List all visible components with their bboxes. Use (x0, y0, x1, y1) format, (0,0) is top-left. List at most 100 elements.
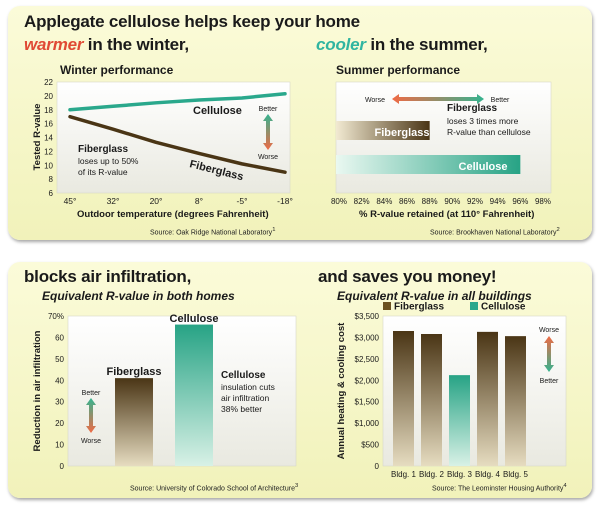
cost-source: Source: The Leominster Housing Authority… (432, 483, 567, 492)
summer-xtick-label: 86% (399, 197, 415, 206)
summer-annotation-line1: loses 3 times more (447, 116, 519, 126)
winter-annotation-line2: of its R-value (78, 167, 128, 177)
winter-ytick-label: 14 (44, 134, 53, 143)
summer-indicator-better: Better (491, 97, 510, 104)
summer-source: Source: Brookhaven National Laboratory2 (430, 227, 560, 236)
winter-label-cellulose: Cellulose (193, 105, 242, 117)
winter-footnote: 1 (272, 227, 276, 233)
winter-indicator-worse: Worse (258, 154, 278, 161)
cost-yaxis-label: Annual heating & cooling cost (336, 322, 347, 460)
infiltration-annotation-line3: 38% better (221, 404, 262, 414)
winter-ytick-label: 10 (44, 161, 53, 170)
cost-bar-1 (393, 331, 414, 466)
infiltration-indicator-arrow (86, 398, 96, 433)
summer-annotation-line2: R-value than cellulose (447, 127, 531, 137)
summer-xtick-label: 84% (376, 197, 392, 206)
winter-ytick-label: 16 (44, 120, 53, 129)
cooler-word: cooler (316, 35, 366, 54)
summer-annotation-title: Fiberglass (447, 103, 497, 114)
summer-chart-title: Summer performance (336, 63, 461, 77)
cost-indicator-worse: Worse (539, 327, 559, 334)
cost-ytick-label: $500 (361, 441, 379, 450)
winter-chart-title: Winter performance (60, 63, 174, 77)
headline-main: Applegate cellulose helps keep your home (24, 12, 360, 31)
cost-ytick-label: $3,000 (355, 333, 380, 342)
summer-bar-label-fiberglass: Fiberglass (374, 127, 429, 139)
infiltration-ytick-label: 10 (55, 441, 64, 450)
infiltration-footnote: 3 (294, 483, 299, 489)
cooler-rest: in the summer, (365, 35, 488, 54)
winter-series-fiberglass (68, 114, 287, 174)
summer-bar-label-cellulose: Cellulose (459, 161, 508, 173)
cost-ytick-label: 0 (375, 462, 380, 471)
winter-indicator-better: Better (259, 106, 278, 113)
cost-xtick-label: Bldg. 3 (447, 470, 472, 479)
infiltration-ytick-label: 0 (60, 462, 65, 471)
infiltration-bar-cellulose (175, 324, 213, 466)
infiltration-source-text: Source: University of Colorado School of… (130, 485, 295, 493)
winter-ytick-label: 6 (49, 189, 54, 198)
cost-bar-3 (449, 375, 470, 466)
infiltration-bar-fiberglass (115, 378, 153, 466)
infiltration-indicator-worse: Worse (81, 438, 101, 445)
winter-annotation-title: Fiberglass (78, 144, 128, 155)
infiltration-ytick-label: 20 (55, 419, 64, 428)
infiltration-bar-label-cellulose: Cellulose (170, 313, 219, 325)
summer-bar-cellulose (336, 155, 521, 174)
summer-xtick-label: 92% (467, 197, 483, 206)
infiltration-ytick-label: 30 (55, 398, 64, 407)
cost-legend-swatch-fiberglass (383, 302, 391, 310)
summer-xaxis-label: % R-value retained (at 110° Fahrenheit) (359, 209, 534, 220)
winter-source-text: Source: Oak Ridge National Laboratory (150, 229, 273, 237)
winter-xtick-label: 20° (150, 196, 163, 206)
winter-ytick-label: 12 (44, 147, 53, 156)
cost-legend-label-fiberglass: Fiberglass (394, 302, 444, 313)
infiltration-ytick-label: 50 (55, 355, 64, 364)
winter-xtick-label: 32° (107, 196, 120, 206)
cost-legend-label-cellulose: Cellulose (481, 302, 526, 313)
cost-bar-5 (505, 336, 526, 466)
summer-xtick-label: 94% (490, 197, 506, 206)
summer-xtick-label: 98% (535, 197, 551, 206)
winter-series-cellulose (68, 92, 287, 112)
infiltration-annotation-title: Cellulose (221, 370, 266, 381)
summer-xtick-label: 90% (444, 197, 460, 206)
cost-ytick-label: $2,000 (355, 376, 380, 385)
summer-source-text: Source: Brookhaven National Laboratory (430, 229, 557, 237)
cost-xtick-label: Bldg. 2 (419, 470, 444, 479)
infiltration-ytick-label: 40 (55, 376, 64, 385)
cost-ytick-label: $2,500 (355, 355, 380, 364)
warmer-word: warmer (24, 35, 84, 54)
subhead-savings: Equivalent R-value in all buildings (337, 289, 532, 303)
cost-xtick-label: Bldg. 5 (503, 470, 528, 479)
winter-ytick-label: 20 (44, 92, 53, 101)
winter-yaxis-label: Tested R-value (32, 104, 43, 171)
winter-xtick-label: 8° (195, 196, 203, 206)
infiltration-bar-label-fiberglass: Fiberglass (106, 366, 161, 378)
headline-savings: and saves you money! (318, 267, 497, 286)
cost-source-text: Source: The Leominster Housing Authority (432, 485, 564, 493)
cost-ytick-label: $1,500 (355, 398, 380, 407)
winter-xtick-label: -5° (237, 196, 248, 206)
headline-warmer: warmer in the winter, (24, 35, 189, 55)
summer-indicator-worse: Worse (365, 97, 385, 104)
summer-xtick-label: 96% (512, 197, 528, 206)
infiltration-annotation-line1: insulation cuts (221, 382, 275, 392)
summer-xtick-label: 80% (331, 197, 347, 206)
winter-xtick-label: 45° (64, 196, 77, 206)
winter-xtick-label: -18° (277, 196, 293, 206)
winter-xaxis-label: Outdoor temperature (degrees Fahrenheit) (77, 209, 269, 220)
winter-ytick-label: 18 (44, 106, 53, 115)
winter-indicator-arrow (263, 114, 273, 150)
headline-infiltration: blocks air infiltration, (24, 267, 192, 286)
cost-footnote: 4 (563, 483, 567, 489)
cost-bar-2 (421, 334, 442, 466)
cost-bar-4 (477, 331, 498, 466)
infiltration-ytick-label: 70% (48, 312, 64, 321)
infiltration-ytick-label: 60 (55, 333, 64, 342)
summer-xtick-label: 82% (354, 197, 370, 206)
winter-ytick-label: 8 (49, 175, 54, 184)
cost-ytick-label: $3,500 (355, 312, 380, 321)
infiltration-source: Source: University of Colorado School of… (130, 483, 298, 492)
